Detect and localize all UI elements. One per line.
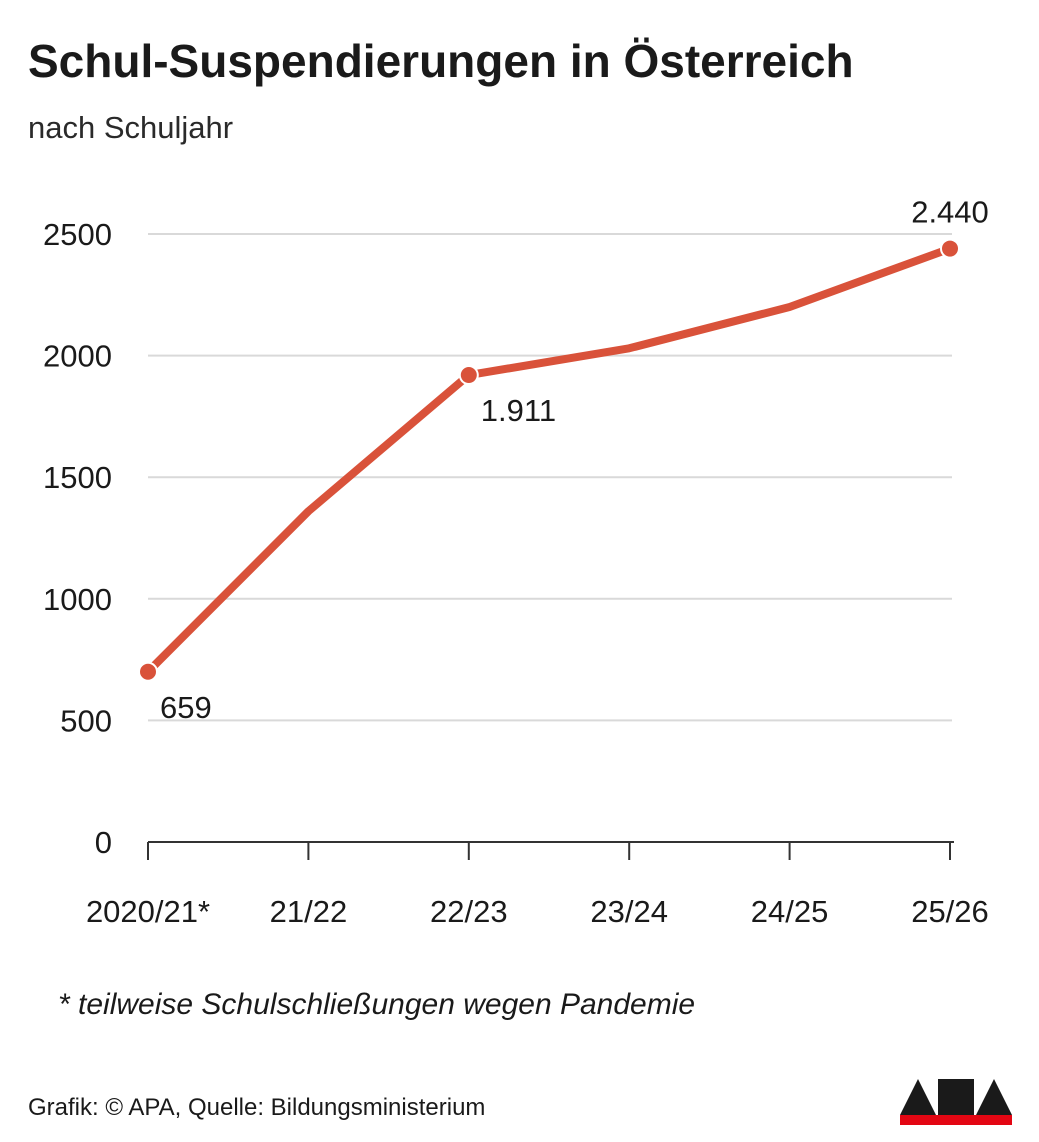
data-point	[458, 365, 479, 386]
logo-triangle-a2	[976, 1079, 1012, 1115]
logo-bar-p	[938, 1079, 974, 1115]
grid-lines	[148, 233, 952, 722]
x-tick-label: 25/26	[911, 894, 989, 929]
logo-triangle-a1	[900, 1079, 936, 1115]
y-tick-label: 1500	[43, 460, 112, 495]
data-point	[138, 661, 158, 682]
series-line-path	[144, 244, 954, 676]
data-label: 659	[160, 690, 212, 725]
y-tick-label: 0	[95, 825, 112, 860]
data-label: 2.440	[911, 195, 989, 230]
x-tick-label: 24/25	[751, 894, 829, 929]
y-tick-label: 2000	[43, 339, 112, 374]
y-axis-tick-labels: 0 500 1000 1500 2000 2500	[43, 217, 112, 860]
chart-subtitle: nach Schuljahr	[28, 110, 234, 145]
x-tick-label: 21/22	[270, 894, 348, 929]
chart-title: Schul-Suspendierungen in Österreich	[28, 35, 854, 87]
x-tick-label: 22/23	[430, 894, 508, 929]
x-tick-label: 23/24	[590, 894, 668, 929]
data-label: 1.911	[481, 393, 556, 428]
logo-red-bar	[900, 1115, 1012, 1125]
apa-logo	[900, 1079, 1012, 1125]
source-credit: Grafik: © APA, Quelle: Bildungsministeri…	[28, 1094, 486, 1121]
x-tick-label: 2020/21*	[86, 894, 210, 929]
y-tick-label: 500	[60, 703, 112, 738]
series-line	[144, 244, 954, 676]
data-point	[940, 238, 960, 259]
y-tick-label: 1000	[43, 582, 112, 617]
x-axis: 2020/21* 21/22 22/23 23/24 24/25 25/26	[86, 841, 989, 929]
y-tick-label: 2500	[43, 217, 112, 252]
data-points	[138, 238, 960, 682]
data-labels: 659 1.911 2.440	[160, 195, 989, 725]
footnote: * teilweise Schulschließungen wegen Pand…	[58, 988, 696, 1021]
